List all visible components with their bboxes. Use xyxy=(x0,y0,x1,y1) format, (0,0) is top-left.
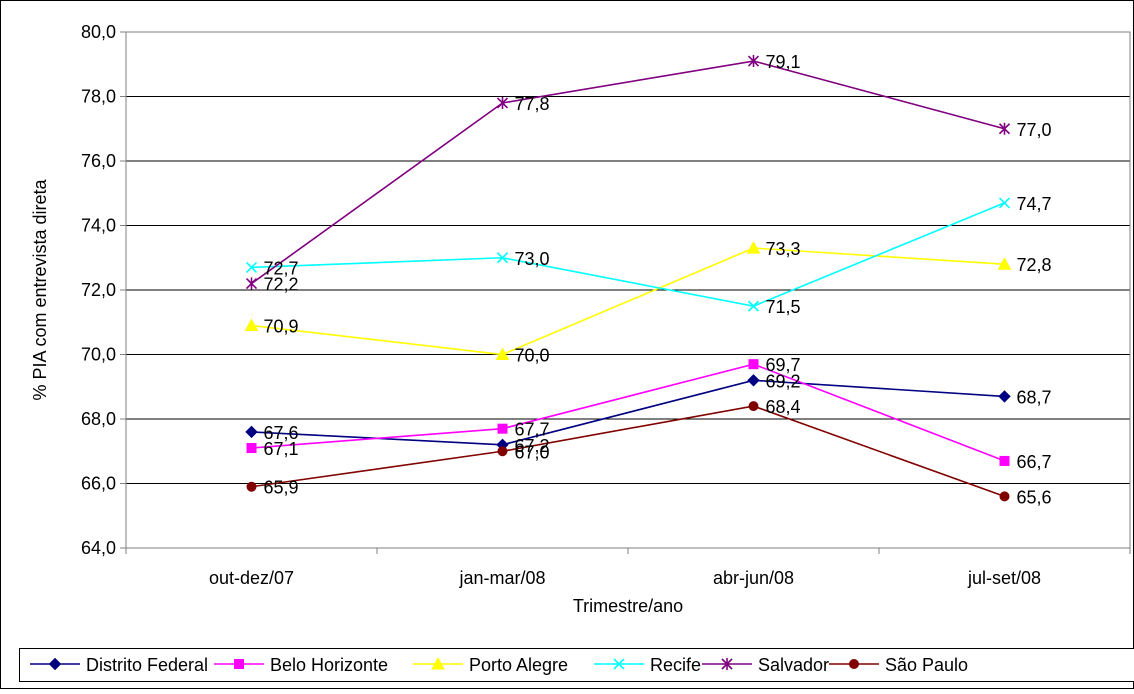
x-tick-label: abr-jun/08 xyxy=(713,568,794,588)
y-tick-label: 76,0 xyxy=(81,151,116,171)
y-tick-label: 64,0 xyxy=(81,538,116,558)
legend-label: Recife xyxy=(650,655,701,675)
legend-label: Salvador xyxy=(758,655,829,675)
data-label: 67,1 xyxy=(264,439,299,459)
y-tick-label: 74,0 xyxy=(81,216,116,236)
y-tick-label: 66,0 xyxy=(81,474,116,494)
y-tick-label: 68,0 xyxy=(81,409,116,429)
legend-label: Porto Alegre xyxy=(469,655,568,675)
data-point xyxy=(1000,492,1009,501)
data-label: 70,9 xyxy=(264,316,299,336)
data-label: 74,7 xyxy=(1017,194,1052,214)
data-point xyxy=(1000,456,1009,465)
x-tick-label: jan-mar/08 xyxy=(458,568,545,588)
data-label: 72,8 xyxy=(1017,255,1052,275)
x-tick-label: jul-set/08 xyxy=(967,568,1041,588)
data-point xyxy=(749,360,758,369)
data-label: 72,2 xyxy=(264,275,299,295)
data-label: 67,7 xyxy=(515,420,550,440)
y-tick-label: 80,0 xyxy=(81,22,116,42)
legend-label: Distrito Federal xyxy=(86,655,208,675)
data-label: 79,1 xyxy=(766,52,801,72)
legend-label: Belo Horizonte xyxy=(270,655,388,675)
y-tick-label: 78,0 xyxy=(81,87,116,107)
data-label: 69,7 xyxy=(766,355,801,375)
data-label: 67,0 xyxy=(515,442,550,462)
data-label: 71,5 xyxy=(766,297,801,317)
y-tick-label: 72,0 xyxy=(81,280,116,300)
data-label: 70,0 xyxy=(515,346,550,366)
legend-label: São Paulo xyxy=(885,655,968,675)
data-point xyxy=(247,444,256,453)
data-label: 68,4 xyxy=(766,397,801,417)
legend: Distrito Federal Belo Horizonte Porto Aleg… xyxy=(30,655,968,675)
data-point xyxy=(498,447,507,456)
data-label: 77,0 xyxy=(1017,120,1052,140)
data-label: 73,0 xyxy=(515,249,550,269)
x-axis-title: Trimestre/ano xyxy=(573,596,683,616)
data-label: 73,3 xyxy=(766,239,801,259)
data-point xyxy=(749,402,758,411)
data-label: 65,6 xyxy=(1017,487,1052,507)
data-label: 77,8 xyxy=(515,94,550,114)
data-label: 68,7 xyxy=(1017,387,1052,407)
data-point xyxy=(247,482,256,491)
y-axis-title: % PIA com entrevista direta xyxy=(30,178,50,400)
y-tick-label: 70,0 xyxy=(81,345,116,365)
data-point xyxy=(498,424,507,433)
data-label: 65,9 xyxy=(264,478,299,498)
legend-marker xyxy=(235,660,244,669)
data-label: 66,7 xyxy=(1017,452,1052,472)
x-tick-label: out-dez/07 xyxy=(209,568,294,588)
legend-marker xyxy=(850,660,859,669)
